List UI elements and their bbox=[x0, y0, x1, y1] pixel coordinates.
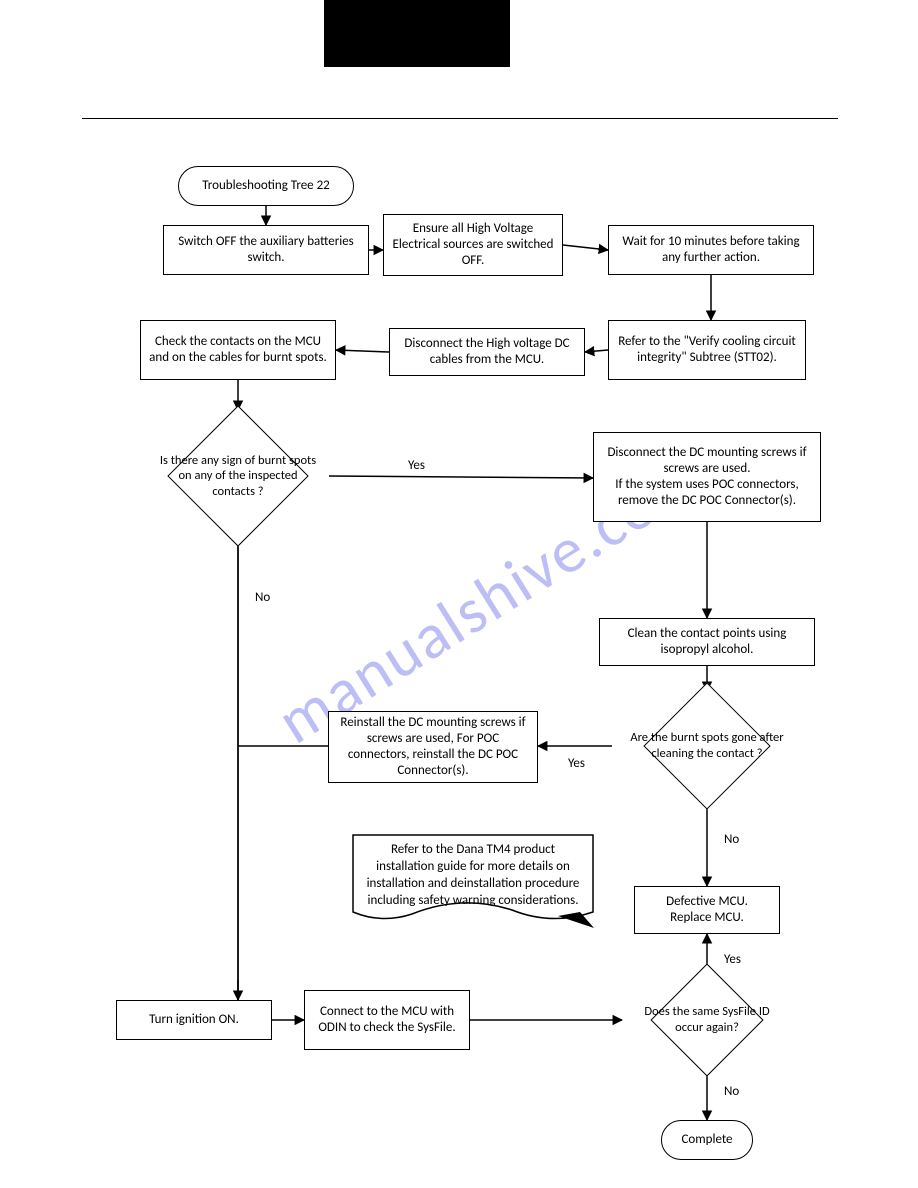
node-clean-contacts: Clean the contact points using isopropyl… bbox=[599, 618, 815, 666]
node-hv-sources-off: Ensure all High Voltage Electrical sourc… bbox=[383, 214, 563, 276]
node-disconnect-hv-dc: Disconnect the High voltage DC cables fr… bbox=[389, 328, 585, 376]
decision-spots-gone: Are the burnt spots gone after cleaning … bbox=[612, 691, 802, 801]
node-check-contacts: Check the contacts on the MCU and on the… bbox=[140, 320, 336, 380]
edge-label: No bbox=[724, 1084, 739, 1099]
edge-label: Yes bbox=[568, 756, 585, 771]
node-verify-cooling-subtree: Refer to the "Verify cooling circuit int… bbox=[608, 320, 806, 380]
edge-label: No bbox=[255, 590, 270, 605]
edge-label: Yes bbox=[724, 952, 741, 967]
end-terminator: Complete bbox=[661, 1120, 753, 1160]
edge-label: Yes bbox=[408, 458, 425, 473]
node-switch-off-aux: Switch OFF the auxiliary batteries switc… bbox=[163, 225, 369, 275]
node-connect-odin: Connect to the MCU with ODIN to check th… bbox=[304, 990, 470, 1050]
start-terminator: Troubleshooting Tree 22 bbox=[178, 166, 354, 206]
note-install-guide: Refer to the Dana TM4 product installati… bbox=[352, 834, 594, 928]
decision-sysfile-again: Does the same SysFile ID occur again? bbox=[622, 970, 792, 1070]
decision-burnt-spots: Is there any sign of burnt spots on any … bbox=[148, 411, 328, 541]
node-disconnect-dc-screws: Disconnect the DC mounting screws if scr… bbox=[593, 432, 821, 522]
edge-label: No bbox=[724, 832, 739, 847]
node-defective-mcu: Defective MCU. Replace MCU. bbox=[634, 886, 780, 934]
node-reinstall-dc: Reinstall the DC mounting screws if scre… bbox=[328, 711, 538, 783]
node-wait-10-min: Wait for 10 minutes before taking any fu… bbox=[608, 225, 814, 275]
header-blackbox bbox=[324, 0, 510, 67]
header-rule bbox=[82, 118, 838, 119]
node-ignition-on: Turn ignition ON. bbox=[116, 1000, 272, 1040]
